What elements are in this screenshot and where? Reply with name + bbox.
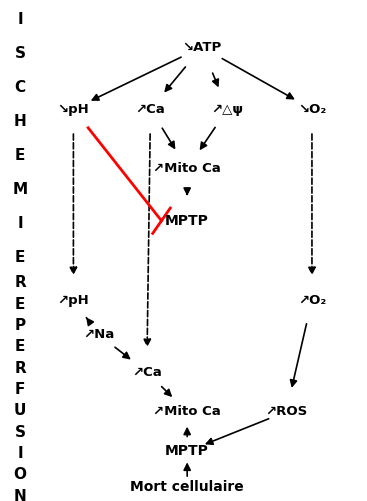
Text: U: U: [14, 403, 26, 418]
Text: F: F: [15, 382, 25, 397]
Text: ↘ATP: ↘ATP: [182, 41, 221, 54]
Text: ↗Ca: ↗Ca: [132, 366, 162, 379]
Text: ↗pH: ↗pH: [58, 294, 89, 307]
Text: ↗Mito Ca: ↗Mito Ca: [153, 162, 221, 175]
Text: C: C: [15, 80, 26, 95]
Text: N: N: [14, 488, 26, 501]
FancyArrowPatch shape: [291, 324, 306, 386]
Text: ↗ROS: ↗ROS: [265, 405, 308, 418]
Text: I: I: [17, 13, 23, 28]
FancyArrowPatch shape: [162, 128, 174, 148]
Text: R: R: [14, 275, 26, 290]
FancyArrowPatch shape: [70, 134, 76, 274]
Text: S: S: [15, 424, 26, 439]
Text: I: I: [17, 446, 23, 461]
Text: E: E: [15, 148, 25, 163]
FancyArrowPatch shape: [161, 387, 171, 396]
FancyArrowPatch shape: [212, 73, 218, 86]
Text: O: O: [14, 467, 27, 482]
Text: R: R: [14, 361, 26, 376]
Text: ↗O₂: ↗O₂: [298, 294, 326, 307]
FancyArrowPatch shape: [115, 347, 130, 359]
Text: I: I: [17, 216, 23, 231]
FancyArrowPatch shape: [184, 464, 190, 476]
Text: S: S: [15, 47, 26, 61]
FancyArrowPatch shape: [222, 59, 293, 99]
FancyArrowPatch shape: [207, 419, 269, 444]
Text: M: M: [12, 182, 28, 197]
Text: E: E: [15, 339, 25, 354]
FancyArrowPatch shape: [184, 428, 190, 436]
Text: H: H: [14, 114, 26, 129]
Text: P: P: [15, 318, 26, 333]
FancyArrowPatch shape: [166, 67, 185, 91]
Text: ↘O₂: ↘O₂: [298, 103, 326, 116]
Text: MPTP: MPTP: [165, 444, 209, 458]
FancyArrowPatch shape: [201, 127, 215, 149]
FancyArrowPatch shape: [184, 188, 190, 194]
FancyArrowPatch shape: [309, 134, 315, 274]
Text: E: E: [15, 250, 25, 266]
Text: ↗Mito Ca: ↗Mito Ca: [153, 405, 221, 418]
Text: MPTP: MPTP: [165, 214, 209, 228]
Text: ↗Ca: ↗Ca: [135, 103, 166, 116]
Text: ↗Na: ↗Na: [83, 328, 115, 341]
FancyArrowPatch shape: [86, 318, 93, 326]
Text: ↗△ψ: ↗△ψ: [211, 103, 244, 116]
Text: ↘pH: ↘pH: [58, 103, 89, 116]
FancyArrowPatch shape: [144, 134, 150, 345]
Text: Mort cellulaire: Mort cellulaire: [130, 480, 244, 494]
FancyArrowPatch shape: [92, 57, 181, 100]
Text: E: E: [15, 297, 25, 312]
